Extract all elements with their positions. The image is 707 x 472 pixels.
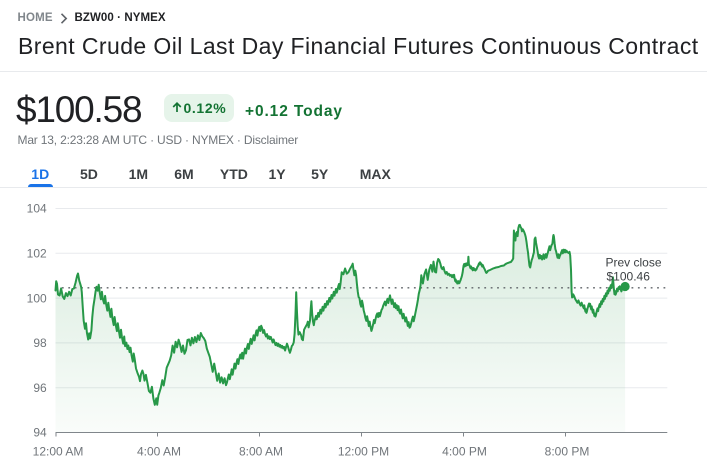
- svg-text:4:00 PM: 4:00 PM: [442, 445, 487, 459]
- svg-text:12:00 AM: 12:00 AM: [33, 445, 84, 459]
- svg-text:104: 104: [27, 202, 47, 216]
- svg-text:96: 96: [33, 381, 47, 395]
- svg-text:8:00 PM: 8:00 PM: [545, 445, 590, 459]
- svg-text:$100.46: $100.46: [607, 270, 651, 284]
- svg-text:Prev close: Prev close: [606, 256, 662, 270]
- svg-text:100: 100: [27, 291, 47, 305]
- svg-text:94: 94: [33, 426, 47, 440]
- svg-text:98: 98: [33, 336, 47, 350]
- svg-text:4:00 AM: 4:00 AM: [137, 445, 181, 459]
- svg-text:12:00 PM: 12:00 PM: [338, 445, 389, 459]
- svg-text:8:00 AM: 8:00 AM: [239, 445, 283, 459]
- svg-text:102: 102: [27, 247, 47, 261]
